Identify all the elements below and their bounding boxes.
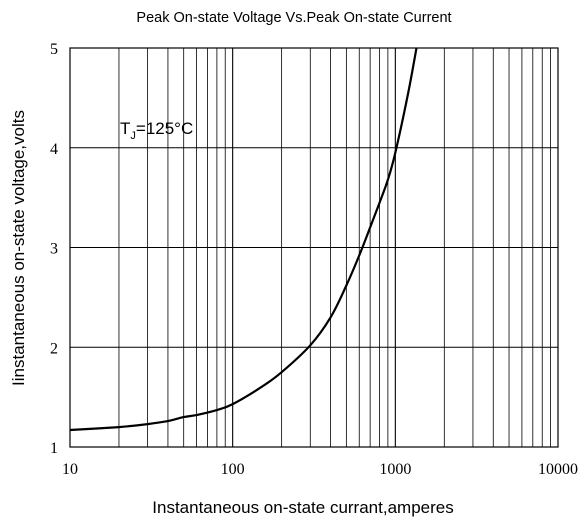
y-tick-label: 3 [50, 241, 58, 258]
y-tick-label: 1 [50, 440, 58, 457]
x-tick-label: 1000 [379, 461, 411, 478]
y-tick-label: 5 [50, 41, 58, 58]
x-tick-label: 100 [221, 461, 245, 478]
plot-frame [69, 47, 559, 448]
y-tick-label: 4 [50, 141, 58, 158]
annotation-subscript: J [130, 130, 136, 142]
x-axis-label: Instantaneous on-state currant,amperes [152, 498, 453, 517]
chart-title: Peak On-state Voltage Vs.Peak On-state C… [136, 10, 451, 26]
x-tick-label: 10 [62, 461, 78, 478]
y-axis-label: Iinstantaneous on-state voltage,volts [9, 110, 28, 386]
annotation-rest: =125°C [136, 119, 193, 138]
temperature-annotation: TJ=125°C [120, 119, 193, 142]
grid [70, 48, 558, 447]
y-tick-label: 2 [50, 340, 58, 357]
x-tick-labels: 10 100 1000 10000 [62, 461, 578, 478]
x-tick-label: 10000 [538, 461, 578, 478]
y-tick-labels: 1 2 3 4 5 [50, 41, 58, 457]
series-line [69, 47, 418, 432]
annotation-main: T [120, 119, 130, 138]
